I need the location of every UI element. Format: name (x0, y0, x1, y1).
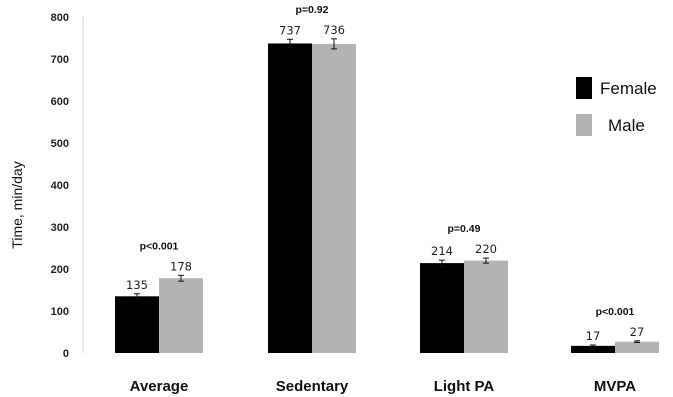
y-tick-label: 700 (51, 54, 69, 66)
y-tick-label: 800 (51, 12, 69, 24)
error-bar (287, 38, 293, 49)
y-tick-label: 400 (51, 180, 69, 192)
legend-swatch-female (576, 77, 592, 99)
y-tick-label: 0 (63, 348, 69, 360)
y-axis-label: Time, min/day (9, 161, 25, 248)
error-bar (590, 344, 596, 348)
value-labels: 135 737 214 17 178 736 220 27 (126, 23, 644, 343)
value-label: 220 (475, 242, 497, 256)
y-tick-label: 300 (51, 222, 69, 234)
bar-female-sedentary (268, 43, 312, 354)
value-label: 135 (126, 278, 148, 292)
value-label: 27 (630, 325, 645, 339)
bar-female-light-pa (420, 263, 464, 353)
legend: Female Male (576, 77, 657, 136)
value-label: 214 (431, 244, 453, 258)
bar-male-mvpa (615, 341, 659, 353)
error-bar (483, 257, 489, 264)
legend-label-female: Female (600, 79, 657, 98)
legend-label-male: Male (608, 116, 645, 135)
p-value-label: p<0.001 (140, 240, 179, 252)
value-label: 736 (323, 23, 345, 37)
p-value-label: p<0.001 (596, 306, 635, 318)
error-bar (178, 274, 184, 282)
error-bar (134, 293, 140, 300)
value-label: 178 (170, 259, 192, 273)
y-tick-label: 200 (51, 264, 69, 276)
error-bar (439, 259, 445, 267)
y-tick-labels: 0 100 200 300 400 500 600 700 800 (51, 12, 69, 360)
bar-male-light-pa (464, 260, 508, 353)
bar-female-mvpa (571, 345, 615, 353)
p-value-label: p=0.49 (448, 223, 481, 235)
x-category-label: Light PA (434, 378, 495, 395)
value-label: 17 (586, 329, 601, 343)
y-tick-label: 500 (51, 138, 69, 150)
bars (115, 43, 659, 354)
y-tick-label: 100 (51, 306, 69, 318)
bar-male-average (159, 278, 203, 353)
error-bar (331, 38, 337, 50)
legend-swatch-male (576, 114, 592, 136)
error-bar (634, 340, 640, 343)
x-category-label: Average (130, 378, 189, 395)
bar-male-sedentary (312, 43, 356, 353)
category-labels: Average Sedentary Light PA MVPA (130, 378, 637, 395)
bar-female-average (115, 296, 159, 353)
x-category-label: MVPA (594, 378, 636, 395)
error-bars (134, 38, 640, 348)
x-category-label: Sedentary (276, 378, 349, 395)
y-tick-label: 600 (51, 96, 69, 108)
value-label: 737 (279, 23, 301, 37)
p-value-labels: p<0.001 p=0.92 p=0.49 p<0.001 (140, 4, 635, 318)
p-value-label: p=0.92 (296, 4, 329, 16)
